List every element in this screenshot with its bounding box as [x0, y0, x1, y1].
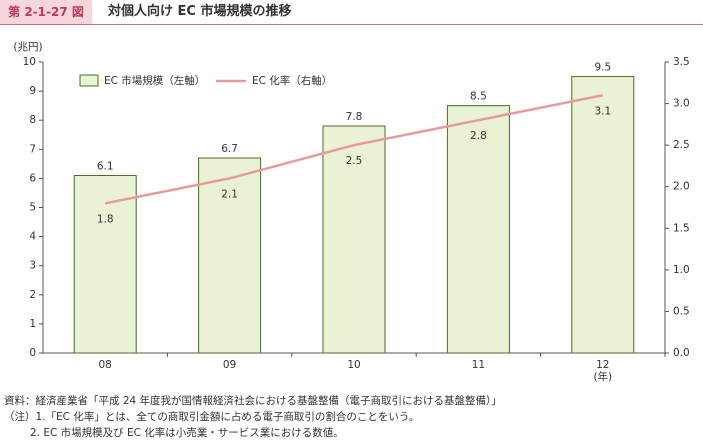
y-tick-label: 0 — [29, 347, 36, 359]
x-tick-label: 10 — [347, 359, 360, 371]
y-tick-label: 3 — [29, 260, 36, 272]
y-unit: (兆円) — [13, 41, 42, 53]
y2-tick-label: 2.0 — [673, 181, 690, 193]
note: 資料：経済産業省「平成 24 年度我が国情報経済社会における基盤整備（電子商取引… — [4, 395, 502, 407]
header: 第 2-1-27 図 対個人向け EC 市場規模の推移 — [0, 0, 703, 25]
y-tick-label: 4 — [29, 231, 36, 243]
y2-tick-label: 0.0 — [673, 347, 690, 359]
y-tick-label: 7 — [29, 143, 36, 155]
y-tick-label: 2 — [29, 289, 36, 301]
x-unit: (年) — [593, 370, 612, 383]
bar-value-label: 6.7 — [221, 143, 238, 155]
legend-label: EC 化率（右軸） — [252, 74, 332, 87]
bar — [73, 174, 137, 354]
y2-tick-label: 1.0 — [673, 264, 690, 276]
line-value-label: 2.1 — [221, 188, 238, 200]
y-tick-label: 10 — [23, 56, 36, 68]
y2-tick-label: 3.0 — [673, 98, 690, 110]
bar — [446, 105, 510, 354]
line-value-label: 3.1 — [594, 105, 611, 117]
y2-tick-label: 3.5 — [673, 56, 690, 68]
y2-tick-label: 2.5 — [673, 139, 690, 151]
y2-tick-label: 0.5 — [673, 305, 690, 317]
chart: (兆円) 0123456789100.00.51.01.52.02.53.03.… — [13, 41, 690, 383]
x-tick-label: 11 — [472, 359, 485, 371]
line-value-label: 2.5 — [346, 155, 363, 167]
bar — [571, 76, 635, 354]
y-tick-label: 1 — [29, 318, 36, 330]
legend-label: EC 市場規模（左軸） — [104, 74, 205, 87]
y-tick-label: 9 — [29, 85, 36, 97]
y2-tick-label: 1.5 — [673, 222, 690, 234]
x-tick-label: 09 — [223, 359, 236, 371]
x-tick-label: 12 — [596, 359, 609, 371]
note: 2. EC 市場規模及び EC 化率は小売業・サービス業における数値。 — [30, 427, 344, 439]
bar-value-label: 9.5 — [594, 62, 611, 74]
bar — [198, 157, 262, 354]
bar-value-label: 8.5 — [470, 91, 487, 103]
y-tick-label: 8 — [29, 114, 36, 126]
bar — [322, 125, 386, 354]
line-value-label: 1.8 — [97, 213, 114, 225]
line-value-label: 2.8 — [470, 130, 487, 142]
legend-swatch — [79, 74, 99, 87]
y-tick-label: 6 — [29, 172, 36, 184]
figure-title: 対個人向け EC 市場規模の推移 — [108, 4, 292, 19]
bar-value-label: 7.8 — [346, 111, 363, 123]
note: （注）1.「EC 化率」とは、全ての商取引金額に占める電子商取引の割合のことをい… — [4, 411, 420, 423]
bar-value-label: 6.1 — [97, 160, 114, 172]
x-tick-label: 08 — [99, 359, 112, 371]
line — [104, 94, 604, 205]
y-tick-label: 5 — [29, 202, 36, 214]
figure-number: 第 2-1-27 図 — [0, 0, 92, 24]
